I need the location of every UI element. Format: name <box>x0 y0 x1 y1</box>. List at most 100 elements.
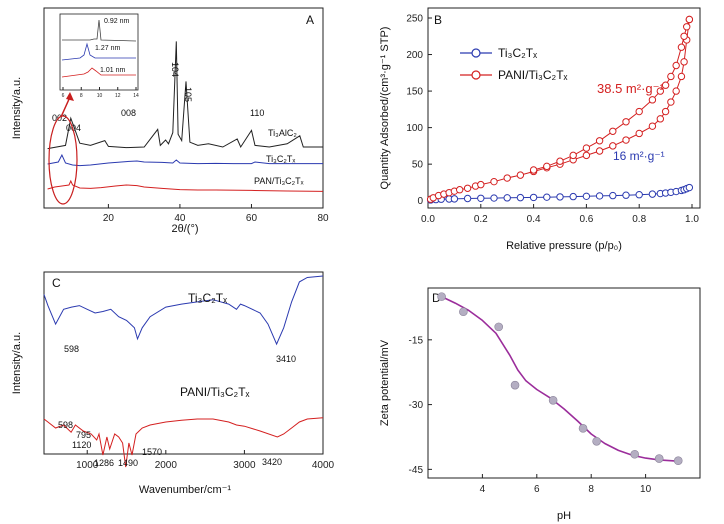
zeta-point <box>578 424 588 433</box>
zeta-point <box>459 307 468 317</box>
panel-d-ticks: 4 6 8 10 -15 -30 -45 <box>409 335 652 495</box>
isotherm-point-pani-desorption <box>582 144 591 152</box>
zeta-point <box>630 449 640 459</box>
isotherm-point-pani-adsorption <box>582 151 591 160</box>
panel-a-x-ticks: 20 40 60 80 <box>103 204 329 224</box>
panel-c-x-tick-label: 4000 <box>312 460 335 471</box>
isotherm-point-pani-desorption <box>556 157 564 165</box>
peak-104-label: 104 <box>170 62 180 77</box>
zeta-point <box>548 395 558 405</box>
panel-b-x-tick-label: 0.6 <box>579 214 593 225</box>
panel-d-series <box>437 292 683 466</box>
isotherm-point-pani-desorption <box>680 32 688 40</box>
panel-b-y-tick-label: 50 <box>412 160 424 171</box>
ti3alc2-label: Ti₃AlC₂ <box>268 128 297 138</box>
isotherm-point-pani-desorption <box>622 118 630 126</box>
inset-x-tick-label: 8 <box>80 93 83 99</box>
zeta-point <box>673 456 683 466</box>
isotherm-point-pani-desorption <box>685 15 694 24</box>
inset-x-tick-label: 10 <box>97 93 103 99</box>
inset-label-127: 1.27 nm <box>95 45 120 52</box>
isotherm-point-pani-adsorption <box>595 147 604 155</box>
legend-label-ti3c2tx: Ti₃C₂Tₓ <box>498 46 537 60</box>
ftir-peak-598-bottom: 598 <box>58 420 73 430</box>
ftir-peak-795: 795 <box>76 430 91 440</box>
panel-c-x-ticks: 1000 2000 3000 4000 <box>76 450 335 471</box>
isotherm-point-pani-desorption <box>569 151 577 160</box>
isotherm-point-pani-adsorption <box>677 72 686 81</box>
panel-c-frame <box>43 271 324 455</box>
panel-d-x-tick-label: 10 <box>640 484 652 495</box>
inset-x-ticks: 6 8 10 12 14 <box>62 87 139 99</box>
isotherm-point-pani-adsorption <box>656 115 665 123</box>
isotherm-point-ti3c2tx <box>463 194 472 203</box>
zeta-fit-line <box>441 295 679 462</box>
isotherm-point-pani-desorption <box>677 43 686 51</box>
inset-x-tick-label: 6 <box>62 93 65 99</box>
inset-curve-black <box>62 19 137 42</box>
isotherm-point-ti3c2tx <box>609 191 617 200</box>
panel-a-ylabel: Intensity/a.u. <box>11 77 23 139</box>
surface-area-ti3c2tx-label: 16 m²·g⁻¹ <box>613 149 665 163</box>
ftir-peak-3420: 3420 <box>262 457 282 467</box>
isotherm-line-pani-adsorption <box>430 19 690 200</box>
isotherm-point-pani-desorption <box>595 137 604 145</box>
inset-x-tick-label: 14 <box>133 93 139 99</box>
ftir-peak-1120: 1120 <box>72 440 91 450</box>
peak-008-label: 008 <box>121 108 136 118</box>
peak-105-label: 105 <box>183 87 193 102</box>
isotherm-point-ti3c2tx <box>503 194 511 202</box>
isotherm-point-pani-desorption <box>648 96 657 104</box>
ftir-line-pani-ti3c2tx <box>43 417 324 468</box>
isotherm-point-pani-adsorption <box>477 180 485 189</box>
isotherm-point-pani-adsorption <box>622 136 630 144</box>
highlight-arrow <box>60 96 71 118</box>
isotherm-point-ti3c2tx <box>685 183 694 192</box>
panel-a-x-tick-label: 20 <box>103 213 115 224</box>
panel-b-y-tick-label: 0 <box>417 196 423 207</box>
panel-b-series <box>426 15 694 204</box>
panel-b-x-tick-label: 0.4 <box>527 214 541 225</box>
isotherm-point-pani-adsorption <box>672 87 680 95</box>
peak-110-label: 110 <box>250 108 264 118</box>
panel-d-y-tick-label: -30 <box>409 400 424 411</box>
xrd-line-pan-ti3c2tx <box>47 179 324 192</box>
isotherm-point-ti3c2tx <box>450 195 459 203</box>
isotherm-point-pani-adsorption <box>648 122 657 130</box>
panel-b-ylabel: Quantity Adsorbed/(cm³·g⁻¹ STP) <box>379 27 391 190</box>
zeta-point <box>437 292 446 301</box>
panel-b-y-tick-label: 100 <box>406 123 423 134</box>
panel-c: C 1000 2000 3000 4000 Wavenumber/cm⁻¹ Inten… <box>11 271 335 496</box>
isotherm-point-ti3c2tx <box>543 193 551 201</box>
panel-c-x-tick-label: 2000 <box>155 460 178 471</box>
panel-b-x-tick-label: 1.0 <box>685 214 699 225</box>
panel-b-frame <box>427 7 701 209</box>
panel-b-x-tick-label: 0.2 <box>474 214 488 225</box>
surface-area-pani-label: 38.5 m²·g⁻¹ <box>597 81 664 96</box>
panel-c-x-tick-label: 3000 <box>233 460 256 471</box>
ftir-peak-1286: 1286 <box>94 458 114 468</box>
panel-b-y-tick-label: 250 <box>406 14 423 25</box>
panel-b-y-tick-label: 200 <box>406 50 423 61</box>
isotherm-point-pani-adsorption <box>463 184 472 192</box>
zeta-point <box>654 454 664 463</box>
legend-marker-ti3c2tx <box>471 48 481 58</box>
isotherm-point-pani-desorption <box>656 87 665 95</box>
panel-d-y-tick-label: -15 <box>409 335 424 346</box>
panel-a-x-tick-label: 80 <box>317 213 329 224</box>
isotherm-point-pani-adsorption <box>609 142 617 150</box>
isotherm-point-pani-adsorption <box>490 177 498 186</box>
legend-marker-pani <box>471 70 481 80</box>
panel-d-frame <box>427 287 701 479</box>
panel-b-ticks: 0.0 0.2 0.4 0.6 0.8 1.0 0 50 100 150 200 250 <box>406 14 699 226</box>
ftir-peak-598-top: 598 <box>64 344 79 354</box>
isotherm-point-pani-adsorption <box>455 186 464 194</box>
inset-curve-blue <box>61 42 136 61</box>
isotherm-point-ti3c2tx <box>648 190 657 198</box>
panel-a-x-tick-label: 60 <box>246 213 258 224</box>
panel-c-x-tick-label: 1000 <box>76 460 99 471</box>
isotherm-point-pani-desorption <box>667 72 675 81</box>
xrd-line-ti3alc2 <box>47 41 323 150</box>
ftir-peak-1570: 1570 <box>142 447 162 457</box>
